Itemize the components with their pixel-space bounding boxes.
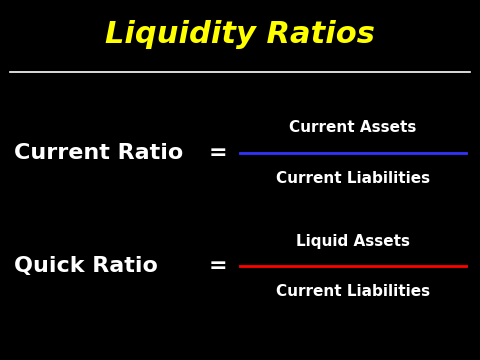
Text: Current Ratio: Current Ratio <box>14 143 184 163</box>
Text: Current Assets: Current Assets <box>289 120 417 135</box>
Text: Liquidity Ratios: Liquidity Ratios <box>105 20 375 49</box>
Text: =: = <box>209 256 228 276</box>
Text: Quick Ratio: Quick Ratio <box>14 256 158 276</box>
Text: =: = <box>209 143 228 163</box>
Text: Current Liabilities: Current Liabilities <box>276 171 430 186</box>
Text: Liquid Assets: Liquid Assets <box>296 234 410 249</box>
Text: Current Liabilities: Current Liabilities <box>276 284 430 299</box>
